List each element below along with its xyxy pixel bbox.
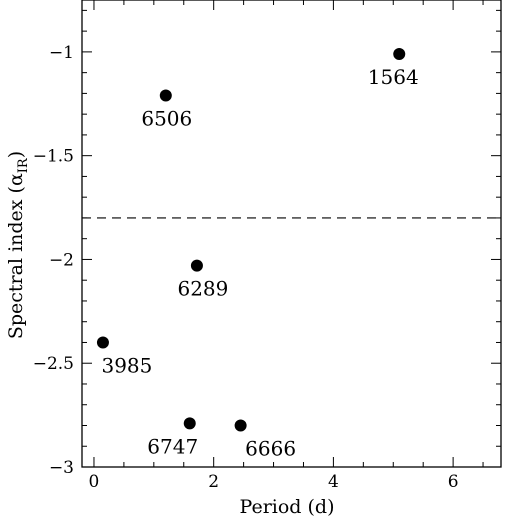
data-point (393, 47, 406, 60)
y-tick-label: −1 (49, 43, 74, 63)
data-point (190, 259, 203, 272)
x-tick-label: 2 (208, 472, 219, 492)
y-tick-label: −2.5 (33, 354, 74, 374)
x-tick-label: 0 (89, 472, 100, 492)
point-label: 6506 (141, 106, 192, 130)
point-label: 1564 (368, 65, 419, 89)
x-tick-label: 6 (448, 472, 459, 492)
data-point (96, 336, 109, 349)
point-label: 6289 (177, 277, 228, 301)
point-label: 3985 (101, 353, 152, 377)
y-tick-label: −2 (49, 250, 74, 270)
data-point (234, 419, 247, 432)
plot-frame (81, 0, 502, 468)
y-axis-title-subscript: IR (16, 157, 31, 173)
point-label: 6666 (245, 436, 296, 460)
point-label: 6747 (147, 434, 198, 458)
x-axis-title: Period (d) (240, 496, 335, 518)
y-axis-title-close: ) (5, 151, 27, 158)
y-tick-label: −1.5 (33, 147, 74, 167)
data-point (159, 89, 172, 102)
x-tick-label: 4 (328, 472, 339, 492)
y-axis-title-main: Spectral index (α (5, 173, 27, 339)
data-point (183, 417, 196, 430)
y-axis-title: Spectral index (αIR) (5, 151, 31, 339)
y-tick-label: −3 (49, 458, 74, 478)
